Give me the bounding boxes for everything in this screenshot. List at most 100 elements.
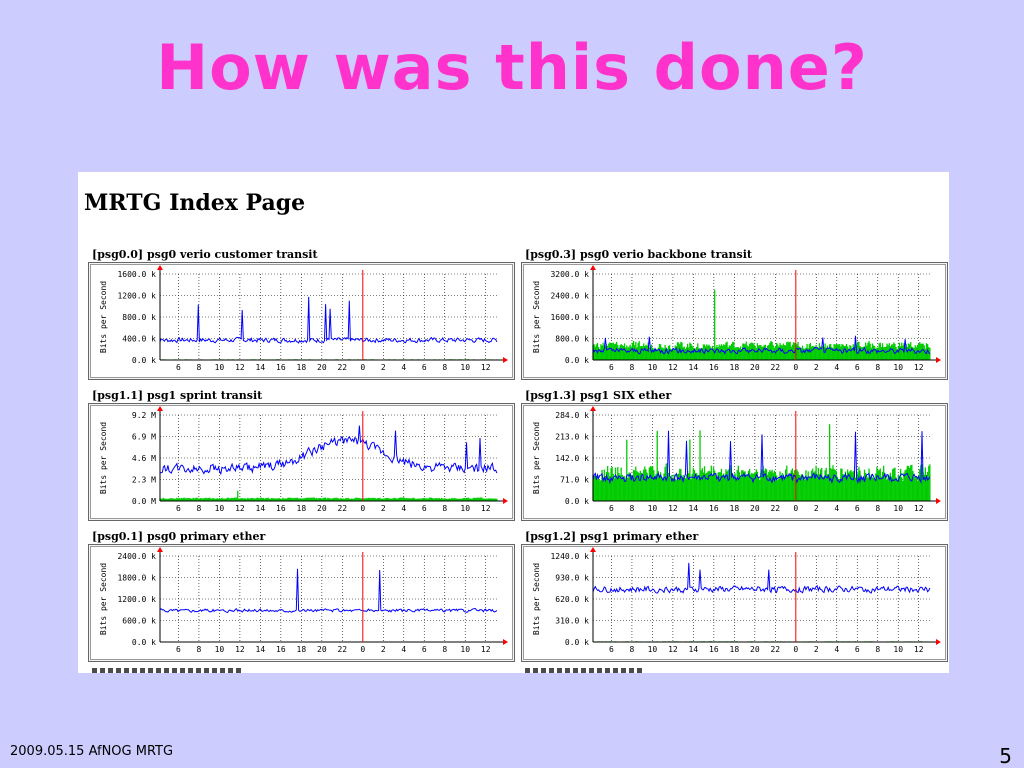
y-tick-label: 142.0 k <box>555 454 589 463</box>
mrtg-screenshot: MRTG Index Page [psg0.0] psg0 verio cust… <box>78 172 949 673</box>
y-axis-label: Bits per Second <box>532 422 541 494</box>
y-axis-label: Bits per Second <box>532 281 541 353</box>
x-tick-label: 14 <box>256 504 266 513</box>
x-tick-label: 22 <box>770 363 780 372</box>
x-tick-label: 14 <box>256 363 266 372</box>
x-tick-label: 20 <box>750 645 760 654</box>
y-tick-label: 0.0 k <box>132 356 156 365</box>
x-tick-label: 10 <box>460 363 470 372</box>
x-tick-label: 8 <box>197 504 202 513</box>
x-tick-label: 12 <box>235 363 245 372</box>
x-tick-label: 22 <box>770 645 780 654</box>
y-axis-arrow <box>157 265 163 270</box>
y-tick-label: 0.0 k <box>565 638 589 647</box>
x-tick-label: 10 <box>893 504 903 513</box>
x-tick-label: 6 <box>609 363 614 372</box>
y-axis-arrow <box>157 406 163 411</box>
x-tick-label: 6 <box>422 645 427 654</box>
x-tick-label: 22 <box>337 645 347 654</box>
y-tick-label: 284.0 k <box>555 411 589 420</box>
y-tick-label: 1600.0 k <box>550 313 589 322</box>
graph-title-psg0-3[interactable]: [psg0.3] psg0 verio backbone transit <box>525 248 752 261</box>
y-tick-label: 400.0 k <box>122 335 156 344</box>
x-tick-label: 20 <box>317 363 327 372</box>
y-tick-label: 800.0 k <box>555 335 589 344</box>
y-axis-arrow <box>590 547 596 552</box>
x-tick-label: 4 <box>834 363 839 372</box>
x-tick-label: 6 <box>176 504 181 513</box>
x-tick-label: 10 <box>893 363 903 372</box>
y-axis-label: Bits per Second <box>99 563 108 635</box>
x-tick-label: 2 <box>814 645 819 654</box>
x-tick-label: 8 <box>442 645 447 654</box>
footer-text: 2009.05.15 AfNOG MRTG <box>10 744 174 759</box>
x-tick-label: 16 <box>276 504 286 513</box>
y-tick-label: 600.0 k <box>122 617 156 626</box>
x-tick-label: 6 <box>609 504 614 513</box>
graph-psg1-1[interactable]: Bits per Second 9.2 M 6.9 M 4.6 M 2.3 M 0.0 M… <box>88 403 515 521</box>
x-tick-label: 14 <box>689 504 699 513</box>
x-tick-label: 8 <box>630 363 635 372</box>
x-axis-arrow <box>503 498 508 504</box>
x-tick-label: 12 <box>481 504 491 513</box>
graph-title-psg1-3[interactable]: [psg1.3] psg1 SIX ether <box>525 389 672 402</box>
x-tick-label: 12 <box>914 504 924 513</box>
x-tick-label: 0 <box>793 363 798 372</box>
graph-title-psg0-1[interactable]: [psg0.1] psg0 primary ether <box>92 530 266 543</box>
cropped-graph-title <box>525 668 645 673</box>
x-tick-label: 2 <box>814 504 819 513</box>
x-tick-label: 18 <box>297 363 307 372</box>
y-axis-arrow <box>590 265 596 270</box>
graph-title-psg1-2[interactable]: [psg1.2] psg1 primary ether <box>525 530 699 543</box>
x-tick-label: 8 <box>875 363 880 372</box>
x-tick-label: 18 <box>730 504 740 513</box>
x-tick-label: 10 <box>893 645 903 654</box>
y-tick-label: 1800.0 k <box>117 574 156 583</box>
x-tick-label: 4 <box>834 504 839 513</box>
x-tick-label: 6 <box>855 504 860 513</box>
y-tick-label: 2.3 M <box>132 476 156 485</box>
x-tick-label: 10 <box>648 363 658 372</box>
y-tick-label: 9.2 M <box>132 411 156 420</box>
y-axis-label: Bits per Second <box>99 422 108 494</box>
graph-title-psg1-1[interactable]: [psg1.1] psg1 sprint transit <box>92 389 263 402</box>
x-tick-label: 12 <box>914 645 924 654</box>
x-tick-label: 10 <box>648 645 658 654</box>
y-tick-label: 0.0 M <box>132 497 156 506</box>
x-tick-label: 8 <box>875 504 880 513</box>
x-tick-label: 8 <box>875 645 880 654</box>
y-tick-label: 1200.0 k <box>117 292 156 301</box>
x-tick-label: 6 <box>422 363 427 372</box>
x-tick-label: 18 <box>297 504 307 513</box>
graph-psg1-3[interactable]: Bits per Second 284.0 k 213.0 k 142.0 k 71.0… <box>521 403 948 521</box>
x-tick-label: 10 <box>460 504 470 513</box>
x-tick-label: 8 <box>630 645 635 654</box>
x-tick-label: 16 <box>709 504 719 513</box>
x-tick-label: 4 <box>834 645 839 654</box>
x-tick-label: 20 <box>317 645 327 654</box>
x-tick-label: 22 <box>337 363 347 372</box>
x-tick-label: 18 <box>730 363 740 372</box>
x-tick-label: 16 <box>276 363 286 372</box>
out-traffic-line <box>159 568 498 613</box>
graph-title-psg0-0[interactable]: [psg0.0] psg0 verio customer transit <box>92 248 318 261</box>
x-tick-label: 8 <box>197 363 202 372</box>
x-tick-label: 14 <box>256 645 266 654</box>
x-tick-label: 12 <box>235 504 245 513</box>
x-axis-arrow <box>503 357 508 363</box>
y-axis-arrow <box>157 547 163 552</box>
x-tick-label: 8 <box>197 645 202 654</box>
y-tick-label: 930.0 k <box>555 574 589 583</box>
y-tick-label: 2400.0 k <box>117 552 156 561</box>
x-tick-label: 14 <box>689 645 699 654</box>
x-tick-label: 8 <box>442 504 447 513</box>
x-tick-label: 10 <box>460 645 470 654</box>
x-tick-label: 10 <box>215 363 225 372</box>
x-tick-label: 2 <box>814 363 819 372</box>
x-tick-label: 12 <box>668 363 678 372</box>
y-tick-label: 213.0 k <box>555 433 589 442</box>
